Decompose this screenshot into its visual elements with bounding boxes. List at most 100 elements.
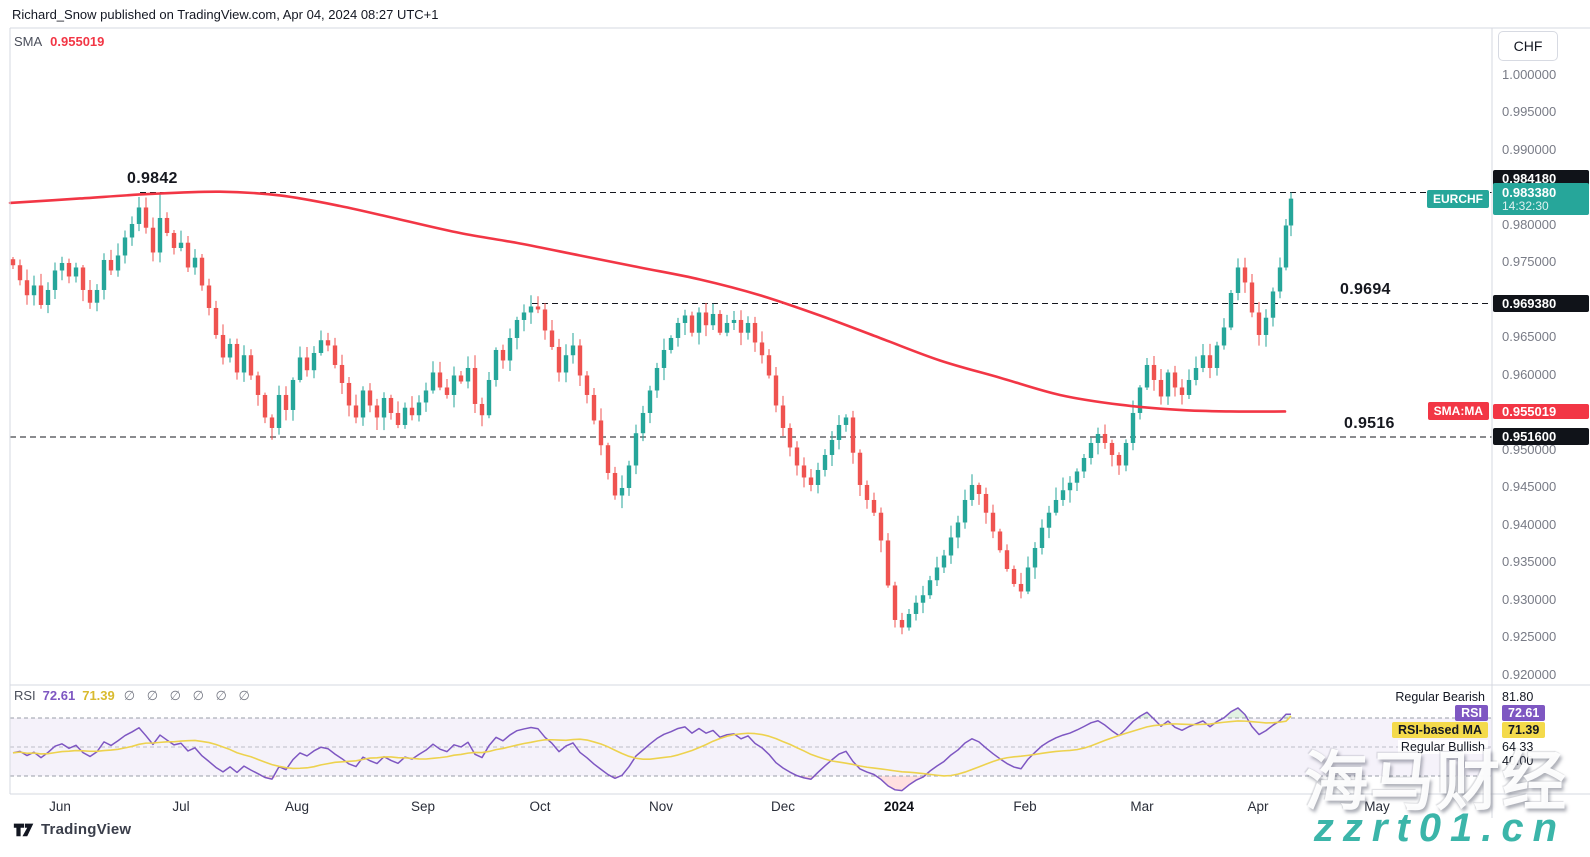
candle-body — [31, 285, 37, 296]
candle-body — [283, 394, 289, 410]
tradingview-logo[interactable]: TradingView — [13, 820, 131, 839]
candle-body — [248, 355, 254, 376]
candle-body — [773, 375, 779, 406]
candle-body — [556, 346, 562, 373]
candle-body — [661, 349, 667, 368]
time-tick-mar: Mar — [1130, 799, 1154, 814]
candle-body — [535, 306, 541, 310]
candle-body — [1235, 267, 1241, 293]
candle-body — [997, 531, 1003, 551]
candle-body — [948, 537, 954, 556]
candle-body — [1046, 512, 1052, 528]
currency-button[interactable]: CHF — [1498, 31, 1558, 61]
pane-chip-SMA:MA: SMA:MA — [1427, 402, 1489, 421]
candle-body — [1004, 550, 1010, 569]
time-tick-jun: Jun — [49, 799, 71, 814]
candle-body — [290, 379, 296, 410]
candle-body — [1288, 198, 1294, 226]
rsi-row-label-regular-bearish: Regular Bearish — [1392, 690, 1488, 704]
candle-body — [843, 417, 849, 425]
candle-body — [437, 372, 443, 388]
watermark-url: zzrt01.cn — [1313, 806, 1566, 850]
candle-body — [1172, 372, 1178, 388]
price-tick-0.940000: 0.940000 — [1502, 516, 1557, 532]
rsi-overbought-fill — [13, 707, 1291, 719]
candle-body — [983, 493, 989, 513]
candle-body — [577, 345, 583, 376]
candle-body — [570, 345, 576, 356]
candle-body — [640, 412, 646, 434]
candle-body — [304, 357, 310, 371]
candle-body — [969, 484, 975, 500]
candle-body — [59, 262, 65, 271]
time-tick-2024: 2024 — [883, 799, 915, 814]
time-tick-feb: Feb — [1013, 799, 1037, 814]
candle-body — [1144, 364, 1150, 388]
candle-body — [122, 237, 128, 256]
watermark-chinese: 海马财经 — [1304, 746, 1568, 820]
candle-body — [1193, 367, 1199, 380]
candle-body — [626, 465, 632, 488]
candle-body — [10, 259, 16, 266]
rsi-ma-legend-value: 71.39 — [82, 688, 115, 703]
candle-body — [297, 357, 303, 380]
candle-body — [1200, 355, 1206, 368]
candle-body — [766, 355, 772, 376]
candle-body — [787, 427, 793, 448]
candle-body — [430, 372, 436, 391]
candle-body — [108, 259, 114, 271]
candle-body — [1018, 583, 1024, 592]
candle-body — [472, 367, 478, 404]
candle-body — [1074, 471, 1080, 483]
candle-body — [220, 334, 226, 358]
candle-body — [850, 417, 856, 453]
header-byline: Richard_Snow published on TradingView.co… — [12, 7, 439, 22]
candle-body — [1081, 457, 1087, 472]
level-label-0.9694: 0.9694 — [1340, 281, 1391, 299]
candle-body — [808, 477, 814, 485]
level-label-0.9516: 0.9516 — [1344, 414, 1395, 432]
candle-body — [899, 619, 905, 628]
sma-legend-label: SMA — [14, 34, 43, 49]
price-tick-0.925000: 0.925000 — [1502, 629, 1557, 645]
candle-body — [696, 312, 702, 333]
candle-body — [668, 337, 674, 350]
candle-body — [402, 407, 408, 425]
price-tick-0.920000: 0.920000 — [1502, 666, 1557, 682]
rsi-row-value-40.00: 40.00 — [1502, 754, 1534, 768]
candle-body — [1032, 547, 1038, 568]
rsi-oversold-fill — [13, 776, 1291, 791]
candle-body — [276, 394, 282, 428]
candle-body — [500, 349, 506, 361]
candle-body — [311, 352, 317, 371]
candle-body — [206, 285, 212, 308]
candle-body — [598, 420, 604, 446]
candle-body — [157, 217, 163, 253]
candle-body — [1263, 317, 1269, 335]
candle-body — [395, 412, 401, 425]
sma-line — [8, 190, 1287, 413]
candle-body — [1088, 442, 1094, 458]
candle-body — [689, 315, 695, 333]
candle-body — [738, 319, 744, 333]
candle-body — [52, 270, 58, 290]
pane-chip-EURCHF: EURCHF — [1427, 189, 1489, 208]
candle-body — [1116, 454, 1122, 466]
time-tick-jul: Jul — [172, 799, 190, 814]
time-tick-oct: Oct — [529, 799, 551, 814]
candle-body — [633, 433, 639, 466]
rsi-row-label-rsi-based-ma: RSI-based MA — [1391, 722, 1488, 738]
candle-body — [563, 355, 569, 373]
price-tick-0.980000: 0.980000 — [1502, 216, 1557, 232]
candle-body — [1165, 372, 1171, 397]
candle-body — [1130, 412, 1136, 443]
candle-body — [654, 367, 660, 391]
candle-body — [1179, 387, 1185, 395]
candle-body — [927, 580, 933, 596]
candle-body — [367, 390, 373, 406]
candle-body — [374, 405, 380, 418]
candle-body — [507, 337, 513, 361]
time-tick-dec: Dec — [770, 799, 796, 814]
